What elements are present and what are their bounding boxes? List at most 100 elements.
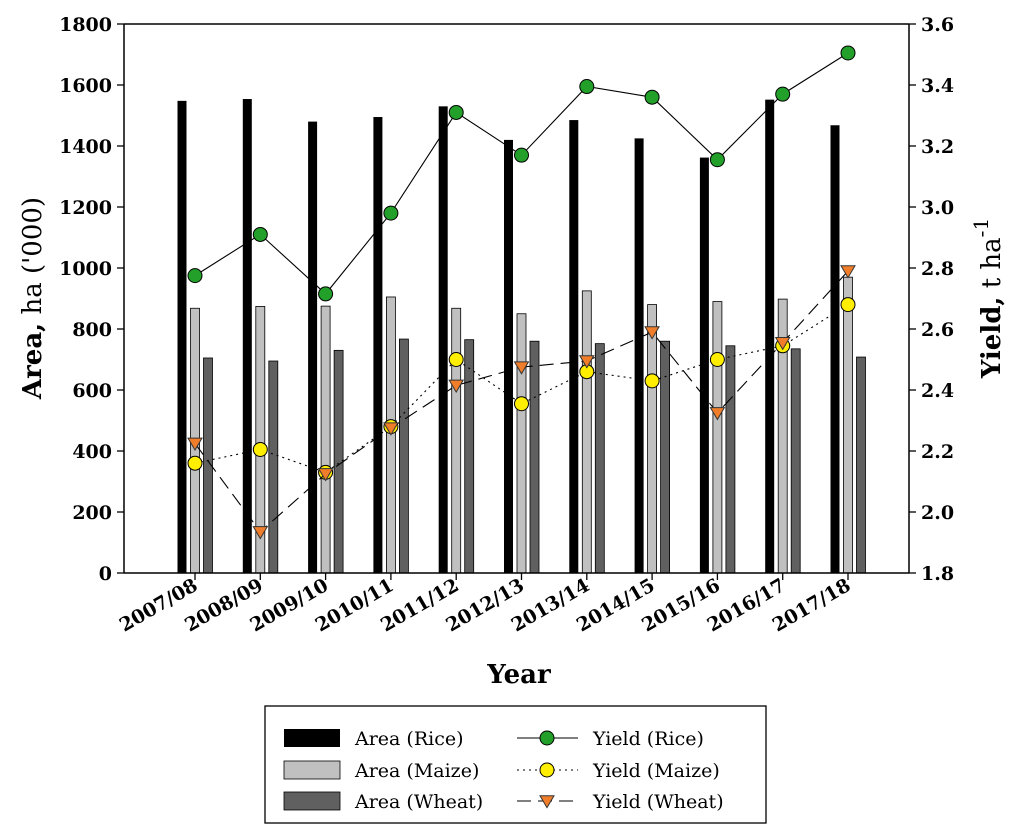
- left-tick-label: 1400: [59, 136, 112, 158]
- point-yield-wheat-9: [774, 336, 791, 351]
- bar-area-rice-5: [504, 139, 513, 573]
- right-tick-label: 2.6: [921, 319, 954, 341]
- left-tick-label: 1800: [59, 14, 112, 36]
- point-yield-rice-0: [187, 268, 203, 284]
- point-yield-wheat-8: [709, 407, 726, 421]
- point-yield-rice-9: [775, 86, 791, 102]
- left-tick-label: 0: [99, 563, 112, 585]
- line-layer: [187, 45, 856, 540]
- point-yield-maize-8: [709, 352, 725, 367]
- bar-area-wheat-9: [790, 348, 801, 574]
- bar-layer: [177, 99, 866, 574]
- point-yield-maize-1: [252, 441, 268, 457]
- line-series-yield-rice: [187, 45, 856, 302]
- point-yield-wheat-1: [252, 526, 269, 540]
- left-tick-label: 400: [72, 441, 112, 463]
- right-tick-label: 2.2: [921, 441, 954, 463]
- x-axis-title: Year: [486, 660, 551, 690]
- bar-area-rice-3: [373, 117, 383, 574]
- point-yield-maize-10: [840, 297, 856, 313]
- legend: Area (Rice) Area (Maize) Area (Wheat) Yield…: [264, 705, 767, 824]
- point-yield-wheat-2: [317, 468, 334, 482]
- bar-series-area-wheat: [203, 338, 866, 574]
- right-tick-label: 2.8: [921, 258, 954, 280]
- right-tick-label: 3.4: [921, 75, 954, 97]
- point-yield-rice-10: [840, 45, 856, 61]
- bar-area-wheat-1: [268, 360, 279, 574]
- legend-swatch-area-wheat: [283, 791, 341, 811]
- point-yield-maize-7: [644, 373, 660, 389]
- legend-marker-yield-wheat: [539, 795, 555, 809]
- bar-area-maize-5: [516, 313, 527, 574]
- bar-area-rice-9: [765, 99, 775, 573]
- legend-swatch-area-rice: [284, 729, 340, 747]
- legend-box: [264, 705, 767, 824]
- point-yield-rice-8: [709, 152, 725, 168]
- bar-area-maize-4: [451, 307, 462, 574]
- legend-label-yield-wheat: Yield (Wheat): [592, 791, 724, 813]
- line-series-yield-wheat: [187, 265, 856, 540]
- bar-series-area-rice: [177, 99, 840, 574]
- axes: [123, 23, 910, 574]
- point-yield-wheat-3: [383, 422, 399, 436]
- bar-area-wheat-3: [398, 338, 409, 574]
- bar-area-wheat-10: [856, 356, 866, 574]
- bar-area-rice-0: [177, 100, 187, 574]
- point-yield-rice-2: [318, 286, 334, 302]
- bar-area-wheat-6: [594, 343, 605, 574]
- right-tick-label: 2.0: [921, 502, 954, 524]
- bar-area-rice-2: [308, 121, 318, 573]
- point-yield-maize-5: [514, 396, 529, 412]
- legend-marker-yield-rice: [539, 730, 555, 746]
- bar-series-area-maize: [190, 276, 853, 574]
- bar-area-maize-7: [647, 304, 657, 574]
- left-tick-label: 200: [72, 502, 112, 524]
- legend-label-yield-maize: Yield (Maize): [592, 760, 720, 782]
- legend-swatch-area-maize: [283, 760, 341, 780]
- x-axis-ticks: 2007/082008/092009/102010/112011/122012/…: [116, 573, 855, 636]
- right-axis-ticks: 1.8 2.0 2.2 2.4 2.6 2.8 3.0 3.2 3.4 3.6: [909, 14, 954, 585]
- point-yield-maize-4: [448, 352, 464, 367]
- bar-area-rice-10: [830, 125, 840, 573]
- bar-area-maize-2: [320, 305, 331, 574]
- left-axis-ticks: 0 200 400 600 800 1000 1200 1400 1600 1800: [59, 14, 124, 585]
- bar-area-wheat-5: [529, 340, 540, 574]
- point-yield-wheat-10: [840, 265, 856, 279]
- legend-label-area-maize: Area (Maize): [354, 760, 479, 782]
- point-yield-rice-3: [383, 205, 399, 221]
- bar-area-wheat-8: [725, 345, 736, 574]
- point-yield-rice-7: [644, 89, 660, 105]
- right-tick-label: 2.4: [921, 380, 954, 402]
- legend-label-area-wheat: Area (Wheat): [354, 791, 483, 813]
- point-yield-rice-5: [514, 147, 529, 163]
- point-yield-maize-0: [187, 455, 203, 471]
- left-tick-label: 1000: [59, 258, 112, 280]
- right-axis-title: Yield, t ha-1: [969, 218, 1007, 379]
- bar-area-rice-6: [569, 120, 579, 573]
- point-yield-rice-6: [579, 79, 595, 95]
- bar-area-maize-8: [712, 301, 723, 574]
- bar-area-rice-7: [634, 138, 644, 573]
- left-tick-label: 1600: [59, 75, 112, 97]
- legend-marker-yield-maize: [539, 762, 555, 778]
- right-tick-label: 3.0: [921, 197, 954, 219]
- right-tick-label: 1.8: [921, 563, 954, 585]
- bar-area-maize-6: [581, 290, 592, 574]
- bar-area-rice-1: [242, 99, 252, 573]
- bar-area-wheat-2: [333, 349, 344, 574]
- legend-label-area-rice: Area (Rice): [354, 728, 464, 750]
- line-yield-rice: [194, 52, 849, 295]
- left-tick-label: 1200: [59, 197, 112, 219]
- point-yield-wheat-0: [187, 437, 203, 452]
- left-tick-label: 600: [72, 380, 112, 402]
- right-tick-label: 3.2: [921, 136, 954, 158]
- left-tick-label: 800: [72, 319, 112, 341]
- bar-area-maize-10: [843, 276, 853, 574]
- bar-area-rice-4: [438, 106, 448, 573]
- point-yield-wheat-4: [448, 379, 465, 394]
- point-yield-rice-4: [448, 104, 464, 120]
- left-axis-title: Area, ha ('000): [18, 197, 48, 400]
- point-yield-wheat-7: [644, 326, 660, 340]
- point-yield-wheat-6: [578, 355, 595, 369]
